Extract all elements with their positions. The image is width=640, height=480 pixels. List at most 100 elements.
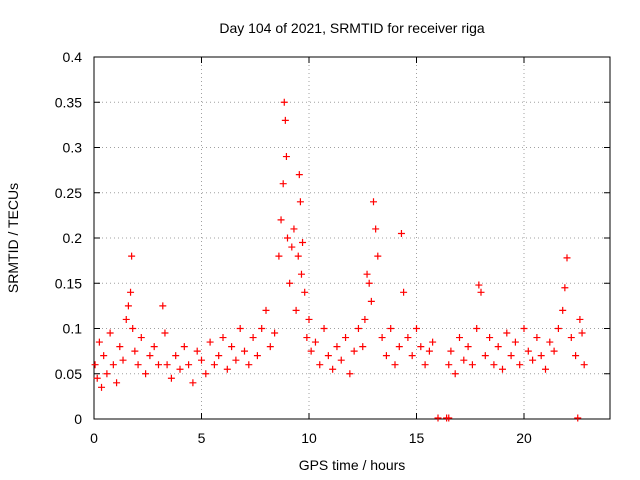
data-point xyxy=(134,361,142,369)
data-point xyxy=(258,325,266,332)
data-point xyxy=(397,229,405,237)
data-point xyxy=(131,347,139,355)
data-point xyxy=(481,352,489,360)
data-point xyxy=(284,234,291,242)
data-point xyxy=(245,361,253,369)
data-point xyxy=(113,379,121,387)
data-point xyxy=(477,288,485,296)
data-point xyxy=(507,352,515,360)
data-point xyxy=(408,352,416,360)
data-point xyxy=(301,288,309,296)
chart-title: Day 104 of 2021, SRMTID for receiver rig… xyxy=(219,20,485,36)
data-point xyxy=(524,347,532,355)
data-point xyxy=(316,361,324,369)
data-point xyxy=(468,361,476,369)
data-point xyxy=(378,334,386,342)
data-point xyxy=(176,365,184,373)
data-point xyxy=(277,216,285,224)
data-point xyxy=(282,153,290,161)
data-point xyxy=(91,361,99,369)
y-axis-label: SRMTID / TECUs xyxy=(5,183,21,293)
data-point xyxy=(320,325,328,332)
x-tick-label: 5 xyxy=(198,430,206,446)
data-point xyxy=(146,352,154,360)
y-tick-label: 0.4 xyxy=(63,49,83,65)
data-point xyxy=(98,383,106,391)
data-point xyxy=(122,315,130,323)
data-point xyxy=(554,325,562,332)
data-point xyxy=(193,347,201,355)
data-point xyxy=(374,252,382,260)
data-point xyxy=(303,334,311,342)
data-point xyxy=(361,315,369,323)
data-point xyxy=(142,370,150,378)
data-point xyxy=(185,361,193,369)
data-point xyxy=(215,352,223,360)
data-point xyxy=(503,329,511,337)
data-point xyxy=(241,347,248,355)
data-point xyxy=(567,334,575,342)
y-tick-label: 0.1 xyxy=(63,321,83,337)
data-point xyxy=(475,281,483,289)
data-point xyxy=(124,302,132,310)
data-point xyxy=(429,338,437,346)
data-point xyxy=(253,352,261,360)
data-point xyxy=(529,356,537,364)
data-point xyxy=(413,325,420,332)
y-tick-label: 0.25 xyxy=(55,185,82,201)
data-point xyxy=(305,315,313,323)
data-point xyxy=(295,171,303,179)
data-point xyxy=(400,288,408,296)
data-point xyxy=(342,334,350,342)
data-point xyxy=(219,334,227,342)
data-point xyxy=(494,343,502,351)
data-point xyxy=(363,270,371,278)
data-point xyxy=(228,343,236,351)
data-point xyxy=(311,338,319,346)
data-point xyxy=(546,338,554,346)
data-point xyxy=(387,325,395,332)
data-point xyxy=(533,334,541,342)
data-point xyxy=(296,198,304,206)
x-tick-label: 15 xyxy=(409,430,425,446)
data-point xyxy=(155,361,162,369)
data-point xyxy=(447,347,455,355)
data-point xyxy=(333,343,341,351)
x-tick-label: 10 xyxy=(301,430,317,446)
data-point xyxy=(563,254,571,262)
data-point xyxy=(359,343,367,351)
data-point xyxy=(391,361,399,369)
data-point xyxy=(172,352,180,360)
x-tick-label: 20 xyxy=(516,430,532,446)
data-point xyxy=(202,370,210,378)
data-point xyxy=(576,315,584,323)
data-point xyxy=(329,365,337,373)
y-tick-label: 0.05 xyxy=(55,366,82,382)
data-point xyxy=(460,356,468,364)
data-point xyxy=(127,288,135,296)
data-point xyxy=(490,361,498,369)
data-point xyxy=(499,365,506,373)
data-point xyxy=(116,343,124,351)
data-point xyxy=(292,306,300,314)
data-point xyxy=(180,343,188,351)
y-tick-label: 0 xyxy=(74,411,82,427)
data-point xyxy=(119,356,127,364)
data-point xyxy=(262,306,270,314)
data-point xyxy=(299,239,307,247)
y-tick-label: 0.3 xyxy=(63,140,83,156)
data-point xyxy=(266,343,274,351)
data-point xyxy=(279,180,287,188)
data-points xyxy=(91,98,588,422)
data-point xyxy=(354,325,362,332)
data-point xyxy=(365,279,373,287)
data-point xyxy=(417,343,425,351)
y-tick-label: 0.35 xyxy=(55,94,82,110)
data-point xyxy=(210,361,218,369)
data-point xyxy=(516,361,524,369)
data-point xyxy=(367,297,375,305)
data-point xyxy=(473,325,481,332)
data-point xyxy=(236,325,244,332)
y-tick-label: 0.2 xyxy=(63,230,83,246)
x-axis-label: GPS time / hours xyxy=(299,457,406,473)
